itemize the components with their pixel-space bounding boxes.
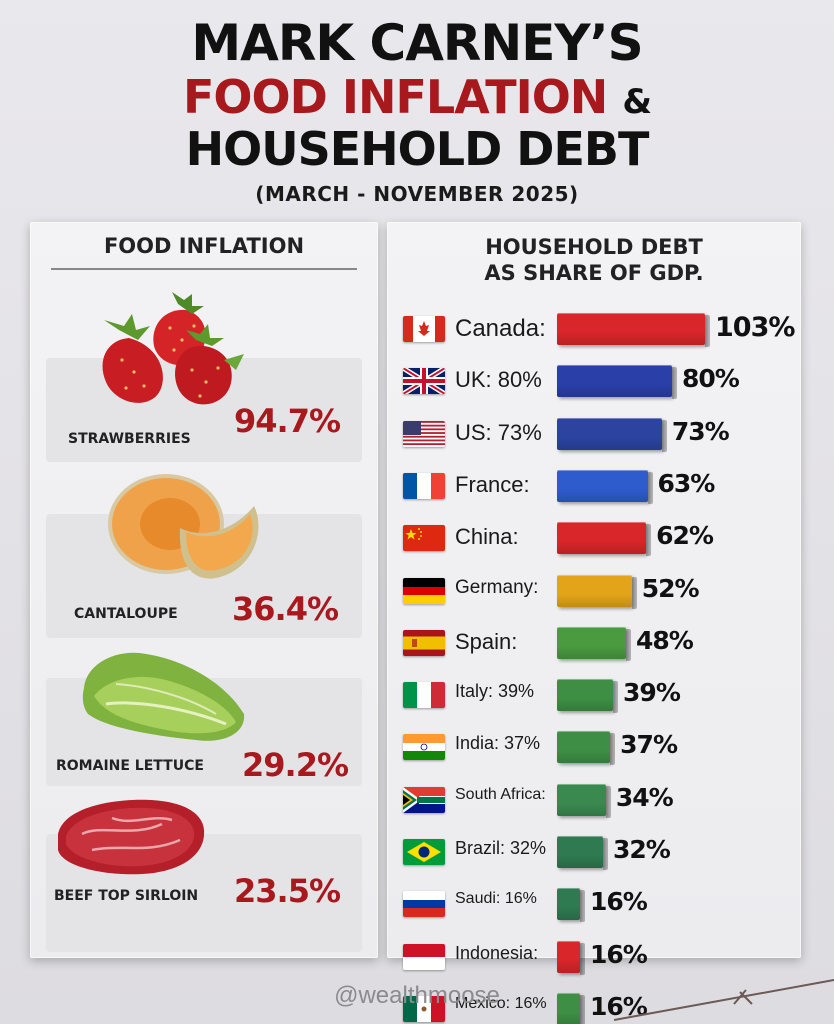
canada-flag-icon bbox=[403, 316, 445, 342]
food-value-cantaloupe: 36.4% bbox=[232, 590, 339, 628]
country-label: India: 37% bbox=[455, 733, 541, 754]
debt-value-label: 16% bbox=[589, 939, 648, 969]
debt-row: Brazil: 32% 32% bbox=[387, 831, 801, 871]
debt-row: Germany: 52% bbox=[387, 570, 801, 610]
country-label: Germany: bbox=[455, 576, 539, 598]
heading-line-1: HOUSEHOLD DEBT bbox=[485, 235, 703, 259]
debt-value-label: 39% bbox=[623, 678, 681, 708]
indonesia-flag-icon bbox=[403, 943, 445, 970]
strawberries-icon bbox=[102, 292, 244, 405]
debt-bar bbox=[557, 888, 585, 923]
debt-value-label: 34% bbox=[615, 782, 674, 812]
debt-value-label: 80% bbox=[681, 364, 740, 394]
country-label: Spain: bbox=[455, 628, 518, 654]
germany-flag-icon bbox=[403, 577, 445, 604]
debt-row: Canada: 103% bbox=[387, 308, 801, 348]
debt-value-label: 32% bbox=[612, 835, 671, 864]
title-line-1: MARK CARNEY’S bbox=[191, 14, 643, 72]
lettuce-icon bbox=[82, 652, 245, 741]
debt-bar bbox=[557, 783, 611, 818]
debt-value-label: 52% bbox=[641, 573, 700, 603]
debt-value-label: 62% bbox=[656, 521, 714, 551]
food-name-beef: BEEF TOP SIRLOIN bbox=[54, 888, 199, 904]
debt-row: Italy: 39% 39% bbox=[387, 674, 801, 714]
debt-bar bbox=[557, 574, 637, 609]
title-block: MARK CARNEY’S FOOD INFLATION & HOUSEHOLD… bbox=[0, 18, 834, 206]
country-label: Canada: bbox=[455, 315, 546, 342]
title-line-3: HOUSEHOLD DEBT bbox=[185, 122, 650, 176]
uk-flag-icon bbox=[403, 368, 445, 395]
debt-bar bbox=[557, 365, 677, 400]
steak-icon bbox=[58, 799, 205, 875]
title-ampersand: & bbox=[622, 82, 652, 122]
country-label: South Africa: bbox=[455, 785, 546, 803]
food-value-strawberries: 94.7% bbox=[234, 402, 341, 440]
debt-row: US: 73% 73% bbox=[387, 413, 801, 453]
title-line-2: FOOD INFLATION & bbox=[0, 74, 834, 120]
country-label: Mexico: 16% bbox=[455, 994, 547, 1012]
food-inflation-panel: FOOD INFLATION STRAWBERRIES 94.7% CANTAL bbox=[30, 222, 378, 958]
debt-row: France: 63% bbox=[387, 465, 801, 505]
food-name-strawberries: STRAWBERRIES bbox=[68, 431, 191, 447]
debt-row: India: 37% 37% bbox=[387, 726, 801, 766]
household-debt-heading: HOUSEHOLD DEBT AS SHARE OF GDP. bbox=[387, 234, 801, 287]
country-label: France: bbox=[455, 471, 530, 497]
france-flag-icon bbox=[403, 472, 445, 499]
food-name-cantaloupe: CANTALOUPE bbox=[74, 606, 178, 622]
debt-value-label: 103% bbox=[715, 312, 795, 343]
country-label: Italy: 39% bbox=[455, 681, 535, 702]
debt-bar bbox=[557, 469, 653, 504]
china-flag-icon bbox=[403, 525, 445, 552]
south-africa-flag-icon bbox=[403, 786, 445, 813]
mexico-flag-icon bbox=[403, 995, 445, 1022]
country-label: US: 73% bbox=[455, 419, 542, 445]
spain-flag-icon bbox=[403, 629, 445, 656]
russia-flag-icon bbox=[403, 891, 445, 918]
food-name-lettuce: ROMAINE LETTUCE bbox=[56, 758, 204, 774]
debt-bar bbox=[557, 731, 616, 766]
debt-value-label: 16% bbox=[589, 887, 648, 917]
heading-divider bbox=[51, 268, 357, 270]
country-label: Saudi: 16% bbox=[455, 890, 537, 908]
debt-bar bbox=[557, 626, 631, 661]
food-value-lettuce: 29.2% bbox=[242, 746, 349, 784]
debt-row: Indonesia: 16% bbox=[387, 936, 801, 976]
cantaloupe-icon bbox=[108, 474, 259, 579]
household-debt-panel: HOUSEHOLD DEBT AS SHARE OF GDP. Canada: 1… bbox=[387, 222, 801, 1024]
debt-row: China: 62% bbox=[387, 517, 801, 557]
title-food-inflation: FOOD INFLATION bbox=[183, 70, 608, 124]
debt-bar bbox=[557, 313, 710, 347]
country-label: Indonesia: bbox=[455, 942, 539, 963]
subtitle: (MARCH - NOVEMBER 2025) bbox=[255, 182, 579, 206]
debt-value-label: 73% bbox=[671, 416, 730, 446]
country-label: Brazil: 32% bbox=[455, 838, 547, 858]
debt-row: Spain: 48% bbox=[387, 622, 801, 662]
heading-line-2: AS SHARE OF GDP. bbox=[484, 261, 704, 286]
debt-value-label: 48% bbox=[635, 625, 694, 655]
india-flag-icon bbox=[403, 734, 445, 761]
debt-row: Saudi: 16% 16% bbox=[387, 883, 801, 923]
debt-bar bbox=[557, 679, 619, 714]
debt-bar bbox=[557, 836, 608, 870]
barbed-wire-decoration bbox=[614, 979, 834, 1021]
food-inflation-heading: FOOD INFLATION bbox=[103, 234, 305, 258]
food-value-beef: 23.5% bbox=[234, 872, 341, 910]
country-label: China: bbox=[455, 524, 519, 550]
watermark: @wealthmoose bbox=[334, 982, 500, 1009]
debt-value-label: 63% bbox=[657, 468, 716, 498]
debt-bar bbox=[557, 417, 667, 452]
italy-flag-icon bbox=[403, 682, 445, 709]
us-flag-icon bbox=[403, 420, 445, 447]
brazil-flag-icon bbox=[403, 839, 445, 865]
debt-row: South Africa: 34% bbox=[387, 779, 801, 819]
debt-bar bbox=[557, 940, 585, 975]
country-label: UK: 80% bbox=[455, 367, 542, 393]
debt-value-label: 37% bbox=[620, 730, 678, 760]
debt-row: UK: 80% 80% bbox=[387, 360, 801, 400]
debt-bar bbox=[557, 992, 585, 1024]
debt-bar bbox=[557, 522, 652, 557]
